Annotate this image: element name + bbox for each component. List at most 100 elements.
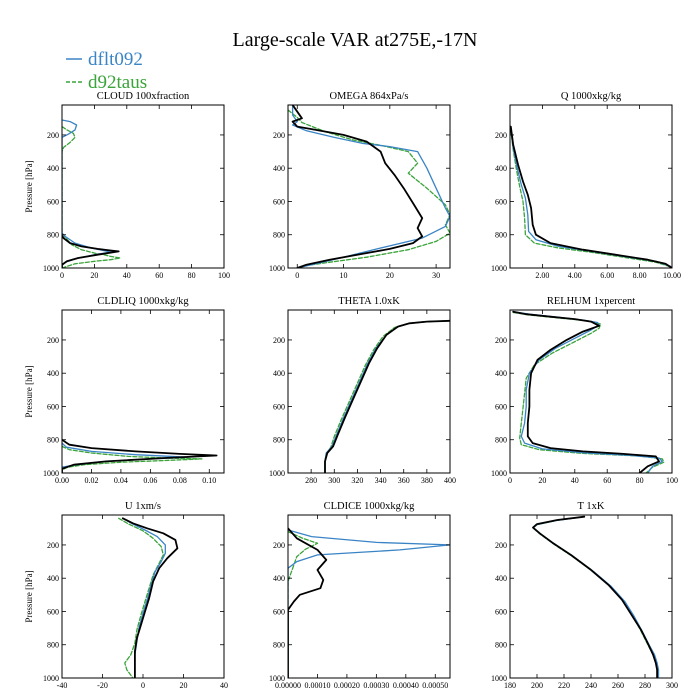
series-line-dflt092 — [532, 516, 660, 678]
x-tick-label: 0 — [141, 681, 145, 690]
panel-title: THETA 1.0xK — [338, 296, 400, 307]
x-tick-label: 260 — [612, 681, 624, 690]
series-line-obs — [510, 125, 672, 268]
y-tick-label: 1000 — [269, 674, 285, 683]
series-line-d92taus — [288, 109, 450, 268]
panel-title: Q 1000xkg/kg — [561, 91, 622, 102]
series-line-d92taus — [62, 125, 121, 268]
series-line-d92taus — [118, 517, 164, 678]
panel-7: -40 -20 0 20 40 200 400 600 800 1000 Pressure [hPa… — [24, 501, 228, 690]
y-tick-label: 800 — [495, 641, 507, 650]
x-tick-label: 0.00030 — [363, 681, 389, 690]
y-tick-label: 200 — [495, 131, 507, 140]
x-tick-label: 0.00040 — [393, 681, 419, 690]
y-tick-label: 200 — [47, 336, 59, 345]
y-tick-label: 400 — [273, 574, 285, 583]
y-tick-label: 400 — [47, 574, 59, 583]
x-tick-label: -20 — [97, 681, 108, 690]
y-tick-label: 1000 — [43, 469, 59, 478]
panel-8: 0.00000 0.00010 0.00020 0.00030 0.00040 0.000… — [269, 501, 451, 690]
panel-title: T 1xK — [578, 501, 605, 512]
y-tick-label: 200 — [273, 541, 285, 550]
x-tick-label: 4.00 — [568, 271, 582, 280]
x-tick-label: 0.04 — [114, 476, 128, 485]
y-tick-label: 200 — [495, 336, 507, 345]
panel-title: CLOUD 100xfraction — [97, 91, 190, 102]
y-tick-label: 1000 — [491, 674, 507, 683]
y-tick-label: 800 — [47, 641, 59, 650]
series-line-obs — [62, 438, 218, 473]
plot-frame — [509, 514, 673, 679]
series-line-d92taus — [512, 311, 665, 473]
x-tick-label: 0.00010 — [304, 681, 330, 690]
plot-frame — [61, 514, 225, 679]
y-tick-label: 400 — [495, 164, 507, 173]
panel-title: RELHUM 1xpercent — [547, 296, 635, 307]
series-group — [510, 125, 672, 268]
plot-frame — [509, 309, 673, 474]
plot-frame — [61, 309, 225, 474]
x-tick-label: 40 — [220, 681, 228, 690]
panel-title: OMEGA 864xPa/s — [329, 91, 408, 102]
y-tick-label: 200 — [495, 541, 507, 550]
series-group — [512, 310, 665, 473]
x-tick-label: 8.00 — [633, 271, 647, 280]
x-tick-label: 0.00020 — [334, 681, 360, 690]
y-tick-label: 1000 — [491, 264, 507, 273]
series-group — [324, 319, 450, 473]
panel-4: 0.00 0.02 0.04 0.06 0.08 0.10 200 400 600 800 1000… — [24, 296, 225, 485]
series-group — [288, 527, 450, 678]
series-group — [118, 517, 179, 678]
y-tick-label: 800 — [47, 436, 59, 445]
x-tick-label: 300 — [328, 476, 340, 485]
series-line-obs — [62, 234, 120, 268]
x-tick-label: 0.10 — [202, 476, 216, 485]
series-group — [532, 515, 660, 678]
series-line-dflt092 — [291, 106, 450, 268]
x-tick-label: 100 — [218, 271, 230, 280]
plot-frame — [287, 514, 451, 679]
panel-1: 0 20 40 60 80 100 200 400 600 800 1000 Pressure [hP… — [24, 91, 230, 280]
series-line-obs — [291, 105, 424, 268]
x-tick-label: 20 — [90, 271, 98, 280]
y-tick-label: 800 — [495, 231, 507, 240]
plot-frame — [287, 309, 451, 474]
x-tick-label: 20 — [538, 476, 546, 485]
x-tick-label: 10.00 — [663, 271, 681, 280]
y-axis-label: Pressure [hPa] — [24, 365, 34, 417]
y-tick-label: 800 — [273, 231, 285, 240]
series-line-obs — [121, 517, 179, 678]
x-tick-label: 320 — [351, 476, 363, 485]
y-tick-label: 1000 — [269, 264, 285, 273]
series-group — [62, 119, 121, 268]
y-tick-label: 400 — [495, 369, 507, 378]
y-tick-label: 1000 — [269, 469, 285, 478]
x-tick-label: 40 — [571, 476, 579, 485]
y-tick-label: 200 — [47, 541, 59, 550]
series-line-d92taus — [288, 530, 319, 678]
y-axis-label: Pressure [hPa] — [24, 160, 34, 212]
y-tick-label: 800 — [495, 436, 507, 445]
x-tick-label: 0 — [60, 271, 64, 280]
y-tick-label: 400 — [495, 574, 507, 583]
series-line-obs — [288, 527, 328, 678]
series-line-d92taus — [510, 129, 672, 268]
x-tick-label: 280 — [305, 476, 317, 485]
y-tick-label: 400 — [273, 164, 285, 173]
x-tick-label: 0.00000 — [275, 681, 301, 690]
x-tick-label: 400 — [444, 476, 456, 485]
y-tick-label: 600 — [47, 197, 59, 206]
x-tick-label: 0 — [508, 476, 512, 485]
x-tick-label: 20 — [180, 681, 188, 690]
x-tick-label: 180 — [504, 681, 516, 690]
x-tick-label: 280 — [639, 681, 651, 690]
x-tick-label: 10 — [340, 271, 348, 280]
y-tick-label: 200 — [47, 131, 59, 140]
x-tick-label: 60 — [155, 271, 163, 280]
y-tick-label: 1000 — [491, 469, 507, 478]
y-tick-label: 1000 — [43, 264, 59, 273]
x-tick-label: 0.08 — [173, 476, 187, 485]
x-tick-label: 300 — [666, 681, 678, 690]
